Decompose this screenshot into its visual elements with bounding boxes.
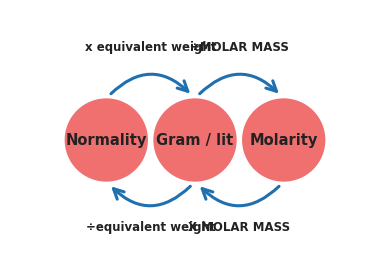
Text: Gram / lit: Gram / lit: [156, 132, 234, 148]
Circle shape: [65, 98, 148, 182]
Text: Molarity: Molarity: [250, 132, 318, 148]
Circle shape: [242, 98, 325, 182]
Text: X MOLAR MASS: X MOLAR MASS: [188, 221, 291, 234]
Text: x equivalent weight: x equivalent weight: [85, 41, 216, 54]
Text: ÷equivalent weight: ÷equivalent weight: [86, 221, 215, 234]
Text: Normality: Normality: [66, 132, 147, 148]
Text: ÷MOLAR MASS: ÷MOLAR MASS: [190, 41, 289, 54]
Circle shape: [153, 98, 237, 182]
